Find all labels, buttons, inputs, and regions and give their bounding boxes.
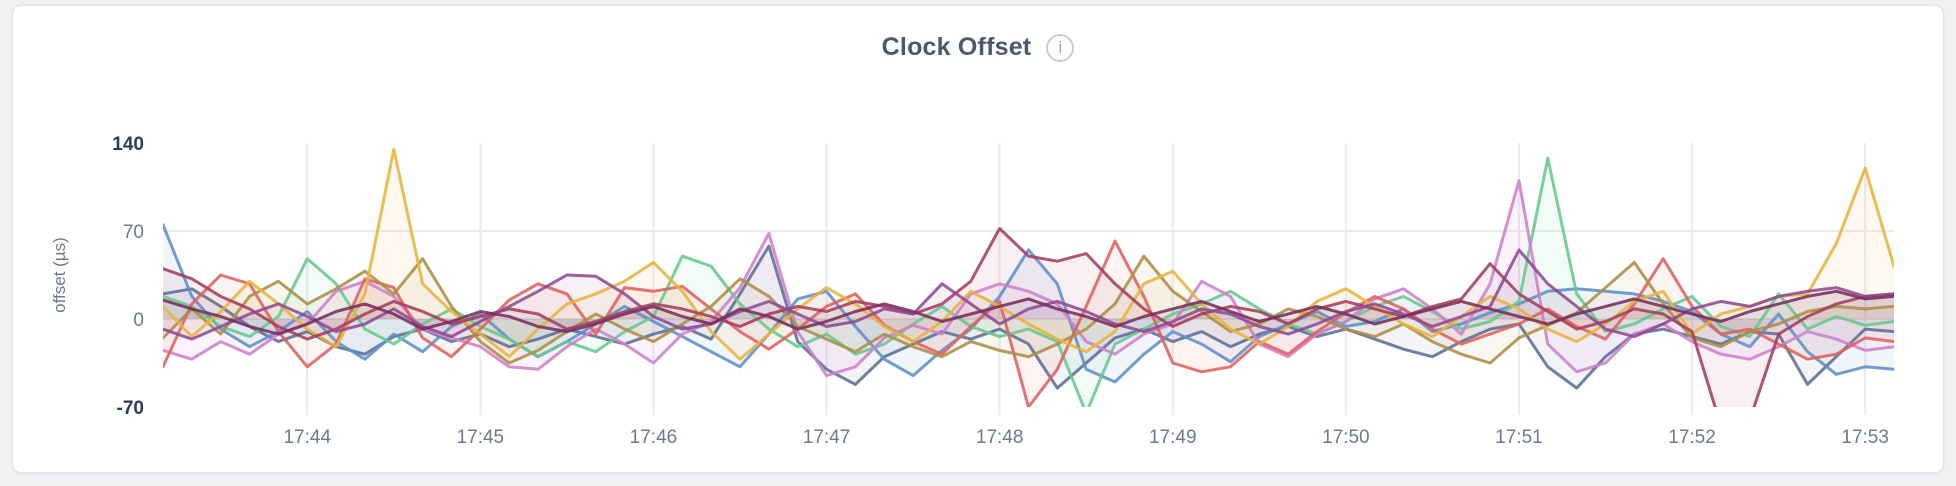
series-line-salmon	[163, 239, 1894, 407]
y-tick-label: 0	[133, 310, 144, 331]
info-icon[interactable]: i	[1046, 33, 1075, 62]
chart-title: Clock Offset	[881, 33, 1032, 61]
x-tick-label: 17:45	[457, 427, 505, 448]
series-area-green	[163, 158, 1894, 407]
info-icon-glyph: i	[1058, 38, 1063, 57]
x-tick-label: 17:44	[283, 427, 331, 448]
series-line-blue	[163, 223, 1894, 384]
series-line-plum	[163, 248, 1894, 341]
series-area-orchid	[163, 180, 1894, 376]
x-tick-label: 17:52	[1668, 427, 1716, 448]
series-line-gold	[163, 147, 1894, 361]
series-area-gold	[163, 149, 1894, 360]
series-line-slate	[163, 244, 1894, 390]
series-area-wine	[163, 228, 1894, 407]
y-tick-label: -70	[117, 398, 144, 419]
series-line-wine	[163, 227, 1894, 407]
x-tick-label: 17:50	[1322, 427, 1370, 448]
x-tick-label: 17:53	[1841, 427, 1889, 448]
series-line-khaki	[163, 254, 1894, 365]
x-tick-label: 17:47	[803, 427, 851, 448]
x-tick-label: 17:46	[630, 427, 678, 448]
series-line-green	[163, 156, 1894, 407]
x-tick-label: 17:51	[1495, 427, 1543, 448]
x-tick-label: 17:48	[976, 427, 1024, 448]
y-tick-label: 140	[112, 134, 144, 155]
x-tick-label: 17:49	[1149, 427, 1197, 448]
y-axis-title: offset (µs)	[50, 237, 69, 313]
y-tick-label: 70	[123, 222, 144, 243]
chart-card: Clock Offset i 17:44 17:45 17:46 17:47 17:48…	[12, 5, 1944, 473]
series-area-khaki	[163, 256, 1894, 363]
series-area-blue	[163, 224, 1894, 382]
clock-offset-chart: 17:44 17:45 17:46 17:47 17:48 17:49 17:50 17:51…	[50, 134, 1894, 448]
chart-header: Clock Offset i	[13, 33, 1943, 62]
plot-area[interactable]	[163, 143, 1894, 407]
series-line-darkplum	[163, 289, 1894, 336]
